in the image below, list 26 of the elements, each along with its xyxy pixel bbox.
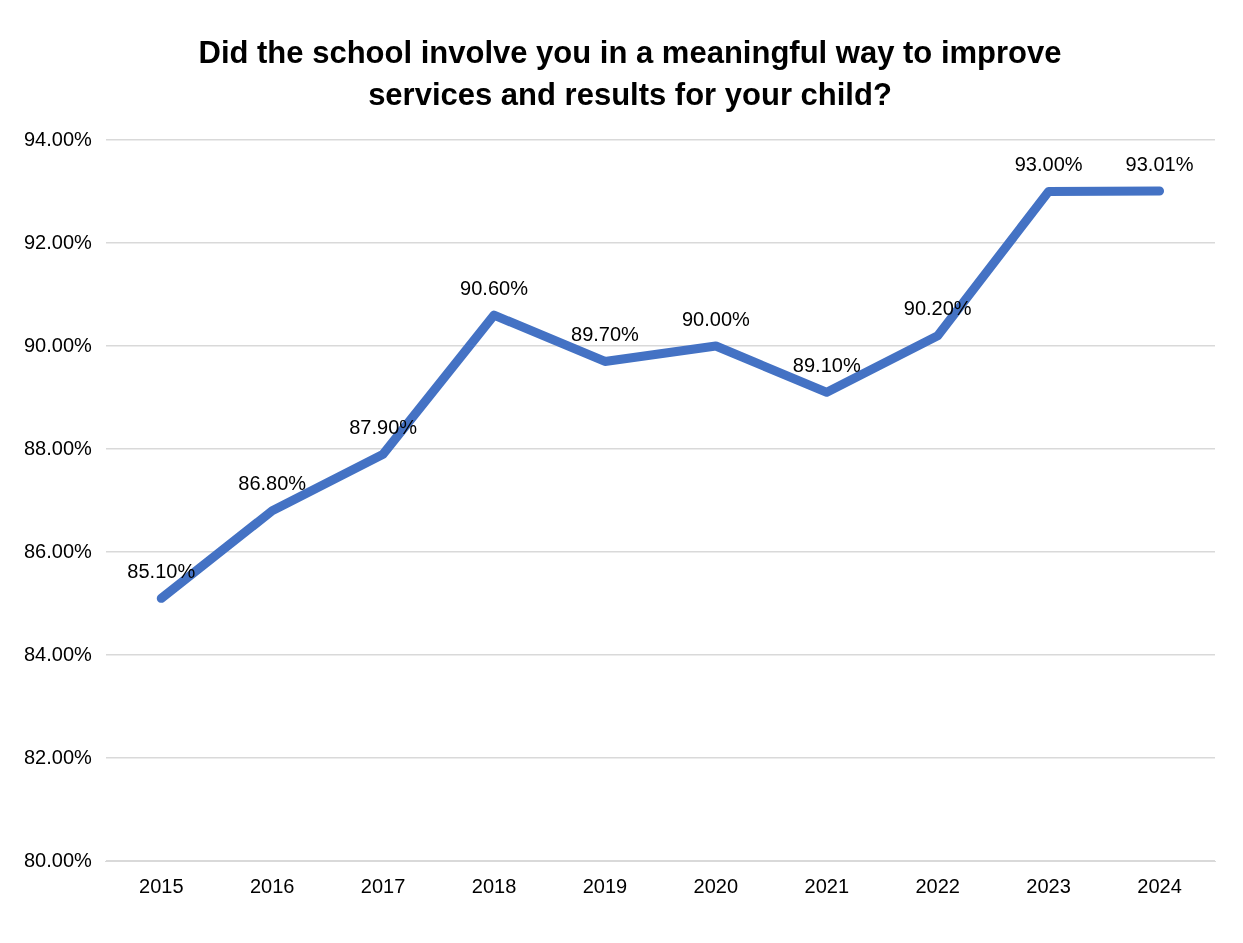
- x-tick-label: 2021: [804, 874, 850, 897]
- y-tick-label: 90.00%: [23, 333, 93, 356]
- chart-title: Did the school involve you in a meaningful way to improve services and results for your child?: [197, 34, 1063, 114]
- y-tick-label: 80.00%: [23, 848, 93, 871]
- data-label: 89.10%: [792, 353, 861, 376]
- data-label: 90.00%: [681, 307, 750, 330]
- data-label: 86.80%: [238, 472, 307, 495]
- y-tick-label: 88.00%: [23, 436, 93, 459]
- x-tick-label: 2022: [915, 874, 960, 897]
- y-tick-label: 82.00%: [23, 745, 93, 768]
- x-tick-label: 2018: [471, 874, 517, 897]
- y-tick-label: 92.00%: [23, 230, 93, 253]
- x-tick-label: 2024: [1137, 874, 1182, 897]
- x-tick-label: 2016: [249, 874, 295, 897]
- x-tick-label: 2015: [139, 874, 184, 897]
- y-tick-label: 84.00%: [23, 642, 93, 665]
- data-label: 93.00%: [1014, 153, 1083, 176]
- data-label: 93.01%: [1125, 152, 1194, 175]
- data-label: 90.60%: [460, 276, 529, 299]
- x-tick-label: 2019: [582, 874, 628, 897]
- y-tick-label: 94.00%: [23, 127, 93, 150]
- x-tick-label: 2020: [693, 874, 739, 897]
- x-tick-label: 2023: [1026, 874, 1071, 897]
- y-tick-label: 86.00%: [23, 539, 93, 562]
- x-tick-label: 2017: [360, 874, 406, 897]
- data-label: 89.70%: [571, 322, 640, 345]
